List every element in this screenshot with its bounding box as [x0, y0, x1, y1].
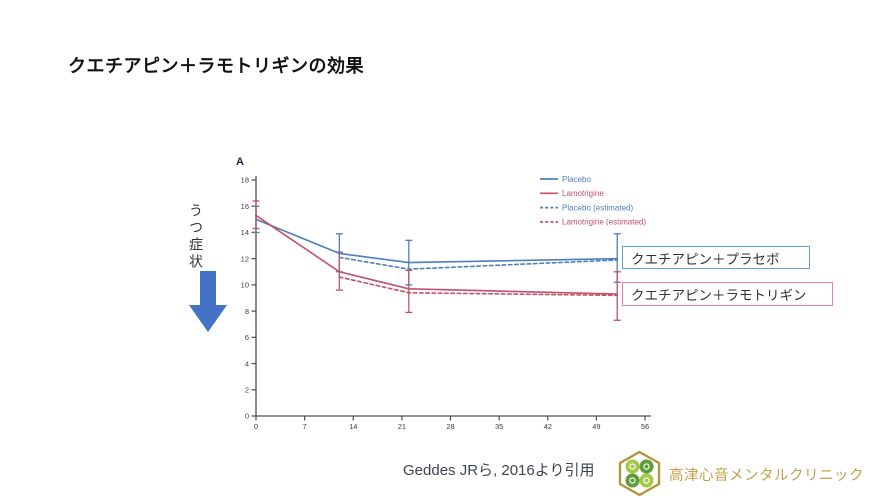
citation-text: Geddes JRら, 2016より引用: [403, 462, 595, 479]
svg-text:14: 14: [349, 422, 357, 431]
lamotrigine-annotation-label: クエチアピン＋ラモトリギン: [631, 288, 807, 303]
clinic-logo-icon: [618, 450, 661, 497]
depression-symptoms-label: うつ症状: [188, 203, 204, 271]
placebo-annotation-label: クエチアピン＋プラセボ: [631, 251, 780, 267]
lamotrigine-annotation-box: クエチアピン＋ラモトリギン: [622, 282, 833, 306]
svg-text:28: 28: [446, 422, 454, 431]
chart-legend: Placebo Lamotrigine Placebo (estimated) Lam…: [540, 175, 646, 227]
chart-axes: 0 2 4 6 8 10 12 14 16 18 0 7 14 21 28 35 42 49 56: [241, 176, 651, 431]
svg-text:14: 14: [241, 228, 249, 237]
panel-label: A: [236, 156, 244, 168]
svg-text:6: 6: [245, 333, 249, 342]
svg-text:Placebo: Placebo: [562, 175, 591, 184]
svg-text:42: 42: [544, 422, 552, 431]
svg-text:7: 7: [303, 422, 307, 431]
page-title: クエチアピン＋ラモトリギンの効果: [68, 56, 364, 76]
clinic-name: 高津心音メンタルクリニック: [669, 468, 864, 484]
svg-text:0: 0: [245, 412, 249, 421]
svg-text:Lamotrigine: Lamotrigine: [562, 189, 604, 198]
chart-series-lines: [255, 214, 619, 297]
down-arrow-icon: [189, 271, 227, 332]
svg-text:18: 18: [241, 176, 249, 185]
svg-text:2: 2: [245, 385, 249, 394]
svg-text:49: 49: [592, 422, 600, 431]
svg-text:Placebo (estimated): Placebo (estimated): [562, 203, 633, 212]
svg-text:56: 56: [641, 422, 649, 431]
svg-text:0: 0: [254, 422, 258, 431]
placebo-annotation-box: クエチアピン＋プラセボ: [622, 246, 810, 269]
effect-line-chart: 0 2 4 6 8 10 12 14 16 18 0 7 14 21 28 35 42 49 56 Placebo La…: [236, 156, 651, 431]
svg-text:21: 21: [398, 422, 406, 431]
svg-text:35: 35: [495, 422, 503, 431]
svg-text:16: 16: [241, 202, 249, 211]
svg-text:10: 10: [241, 281, 249, 290]
svg-text:4: 4: [245, 359, 249, 368]
svg-text:8: 8: [245, 307, 249, 316]
svg-text:Lamotrigine (estimated): Lamotrigine (estimated): [562, 218, 646, 227]
svg-text:12: 12: [241, 254, 249, 263]
